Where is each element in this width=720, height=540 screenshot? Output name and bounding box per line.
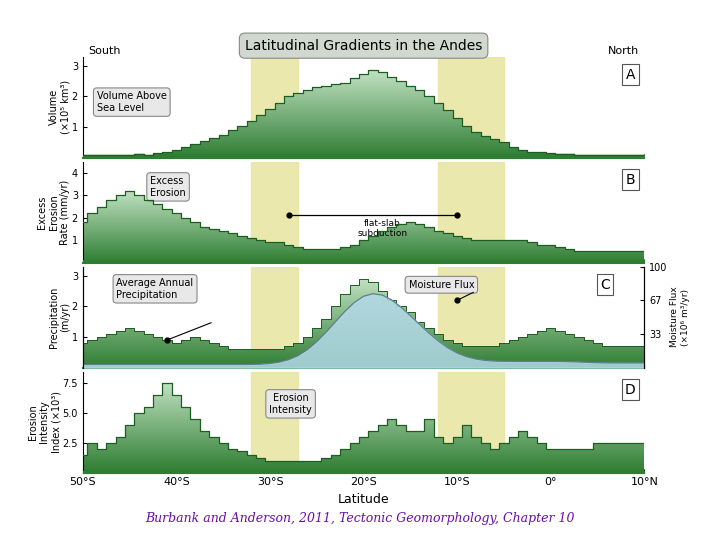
Text: Erosion
Intensity: Erosion Intensity (269, 393, 312, 415)
Y-axis label: Excess
Erosion
Rate (mm/yr): Excess Erosion Rate (mm/yr) (37, 179, 71, 245)
Text: North: North (608, 46, 639, 56)
Text: Latitudinal Gradients in the Andes: Latitudinal Gradients in the Andes (245, 39, 482, 53)
Text: D: D (625, 383, 636, 397)
Bar (251, 57, 298, 158)
Bar (251, 161, 298, 262)
Text: flat-slab
subduction: flat-slab subduction (357, 219, 408, 238)
Text: Volume Above
Sea Level: Volume Above Sea Level (96, 91, 167, 113)
Text: B: B (626, 173, 635, 187)
Bar (251, 372, 298, 472)
Text: C: C (600, 278, 610, 292)
Y-axis label: Precipitation
(m/yr): Precipitation (m/yr) (49, 286, 71, 348)
Text: A: A (626, 68, 635, 82)
Bar (438, 372, 504, 472)
Bar (251, 267, 298, 368)
Text: South: South (89, 46, 121, 56)
Y-axis label: Volume
(×10⁵ km³): Volume (×10⁵ km³) (49, 80, 71, 134)
Text: Burbank and Anderson, 2011, Tectonic Geomorphology, Chapter 10: Burbank and Anderson, 2011, Tectonic Geo… (145, 512, 575, 525)
Y-axis label: Erosion
Intensity
Index (×10³): Erosion Intensity Index (×10³) (28, 391, 61, 453)
Bar (438, 161, 504, 262)
X-axis label: Latitude: Latitude (338, 493, 390, 506)
Text: Moisture Flux: Moisture Flux (408, 280, 474, 290)
Y-axis label: Moisture Flux
(×10⁶ m³/yr): Moisture Flux (×10⁶ m³/yr) (670, 287, 690, 347)
Bar (438, 267, 504, 368)
Text: Excess
Erosion: Excess Erosion (150, 176, 186, 198)
Text: Average Annual
Precipitation: Average Annual Precipitation (117, 278, 194, 300)
Bar (438, 57, 504, 158)
